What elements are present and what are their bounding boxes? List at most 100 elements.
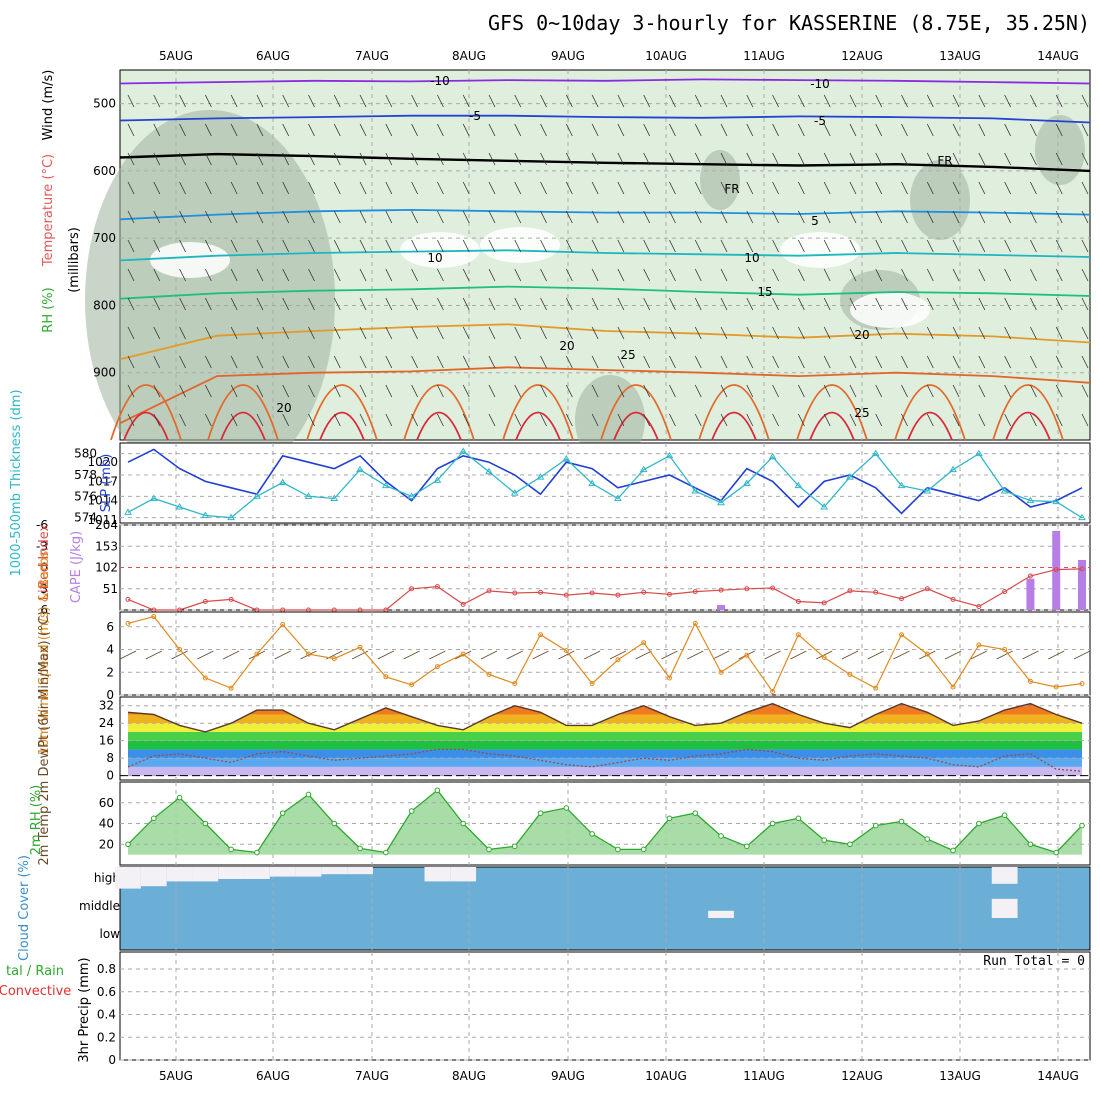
dry-area [480, 227, 560, 263]
lifted-index-point [1027, 573, 1033, 579]
contour-label: 25 [620, 348, 635, 362]
y-tick-label-lifted: 3 [40, 582, 48, 596]
wind-barb [179, 210, 186, 224]
contour-label: 10 [427, 251, 442, 265]
thickness-point [381, 481, 390, 489]
wind-barb [1055, 210, 1063, 224]
wind-barb [823, 181, 831, 195]
wind-barb [565, 123, 573, 137]
y-tick-label: 0 [108, 1053, 116, 1067]
wind-barb [256, 123, 264, 137]
rh-point [718, 833, 724, 839]
wind-barb [772, 239, 779, 253]
wind-barb [617, 413, 625, 427]
thickness-point [149, 494, 158, 501]
wind-barb [308, 268, 315, 282]
cloud-high-bar [166, 867, 193, 882]
wind-barb [746, 297, 754, 311]
wind-barb [952, 268, 960, 282]
wind-barb [901, 268, 908, 282]
wind-barb [591, 326, 599, 340]
wind-barb [694, 355, 702, 369]
y-tick-label-slp: 1011 [87, 513, 118, 527]
wind-barb [1055, 326, 1063, 340]
wind-barb [926, 94, 934, 108]
wind-barb [411, 413, 418, 427]
contour-label: 5 [811, 214, 819, 228]
wind-barb [488, 413, 496, 427]
thickness-point [562, 455, 571, 462]
wind-barb [849, 123, 857, 137]
rh-point [408, 808, 415, 814]
panel-frame [119, 611, 1091, 696]
wind-barb [359, 297, 367, 311]
wind-barb [694, 384, 702, 398]
wind-barb [359, 326, 367, 340]
isotherm-line [119, 366, 1091, 425]
thickness-point [1026, 496, 1035, 504]
wind-barb [308, 326, 315, 340]
wind-barb [204, 413, 212, 427]
rh-point [924, 836, 931, 842]
wind-barb [720, 355, 728, 369]
date-label-bottom: 14AUG [1037, 1069, 1079, 1083]
isotherm-line [119, 285, 1091, 300]
wind-barb [230, 239, 238, 253]
wind-barb [333, 413, 341, 427]
wind-barb [901, 152, 908, 166]
wind-barb [952, 94, 960, 108]
wind-barb [359, 94, 367, 108]
wind-barb [308, 123, 315, 137]
wind-barb [514, 152, 522, 166]
wind-barb [591, 181, 599, 195]
wind-barb [514, 297, 522, 311]
wind-barb [952, 413, 960, 427]
wind-barb [720, 413, 728, 427]
wind-barb [643, 297, 651, 311]
lifted-index-point [924, 586, 930, 592]
wind-barb [823, 123, 831, 137]
wind-barb [411, 239, 418, 253]
wind-barb [901, 181, 908, 195]
date-label-top: 6AUG [256, 49, 290, 63]
rh2m-panel: 20 40 60 2m RH (%) [29, 781, 1091, 866]
wind-barb [720, 384, 728, 398]
wind-barb [308, 181, 315, 195]
contour-label: -5 [814, 114, 826, 128]
rh-point [795, 815, 802, 822]
bottom-date-axis: 5AUG 6AUG 7AUG 8AUG 9AUG 10AUG 11AUG 12AUG 13AUG… [159, 1069, 1079, 1083]
thickness-point [949, 465, 957, 473]
ylabel-slp: SLP (mb) [99, 454, 114, 513]
precip-panel: 0 0.2 0.4 0.6 0.8 Run Total = 0 3hr Precip (mm… [0, 951, 1091, 1067]
wind-barb [746, 268, 754, 282]
wind-barb [462, 268, 470, 282]
warm-arch [992, 384, 1064, 441]
y-tick-label: 2 [106, 665, 114, 679]
y-tick-label-thickness: 580 [74, 447, 97, 461]
rh-point [744, 843, 750, 850]
wind-barb [978, 181, 986, 195]
wind-barb [746, 413, 754, 427]
rh-point [305, 791, 312, 798]
wind-barb [772, 152, 779, 166]
wind-barb [127, 326, 135, 340]
lifted-index-point [821, 600, 827, 606]
warm-arch [698, 384, 770, 441]
wind-barb [179, 239, 186, 253]
wind-barb [720, 210, 728, 224]
wind-barb [119, 650, 137, 660]
wind-barb [901, 384, 908, 398]
wind-barb [204, 326, 212, 340]
run-total-label: Run Total = 0 [983, 954, 1085, 969]
wind-barb [377, 650, 395, 660]
thickness-point [923, 487, 932, 494]
lifted-index-point [409, 586, 415, 592]
wind-barb [643, 268, 651, 282]
wind-barb [694, 123, 702, 137]
contour-label: 20 [276, 401, 291, 415]
warm-arch [306, 384, 378, 441]
wind-speed-point [795, 632, 801, 638]
y-tick-label-thickness: 578 [74, 468, 97, 482]
cloud-high-bar [140, 867, 167, 887]
